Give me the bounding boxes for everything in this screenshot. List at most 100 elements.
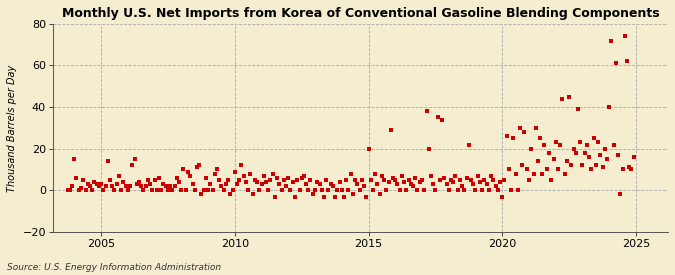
Point xyxy=(512,188,523,192)
Point xyxy=(502,134,512,138)
Point xyxy=(127,163,138,167)
Point xyxy=(183,169,194,174)
Point xyxy=(339,194,350,199)
Point xyxy=(325,182,336,186)
Point xyxy=(261,180,271,184)
Point xyxy=(341,178,352,182)
Point xyxy=(479,178,490,182)
Point xyxy=(396,174,407,178)
Point xyxy=(468,182,479,186)
Point xyxy=(296,176,307,180)
Point xyxy=(107,184,117,188)
Point xyxy=(579,151,590,155)
Point xyxy=(575,140,586,145)
Point xyxy=(443,188,454,192)
Point xyxy=(118,180,129,184)
Y-axis label: Thousand Barrels per Day: Thousand Barrels per Day xyxy=(7,64,17,191)
Point xyxy=(151,188,162,192)
Point xyxy=(310,188,321,192)
Point xyxy=(142,178,153,182)
Point xyxy=(332,188,343,192)
Point xyxy=(490,184,501,188)
Point xyxy=(169,184,180,188)
Point xyxy=(399,180,410,184)
Point xyxy=(64,188,75,192)
Point xyxy=(457,184,468,188)
Point xyxy=(412,188,423,192)
Point xyxy=(165,184,176,188)
Point xyxy=(158,182,169,186)
Point xyxy=(230,169,240,174)
Point xyxy=(98,188,109,192)
Point xyxy=(69,157,80,161)
Point xyxy=(428,182,439,186)
Point xyxy=(485,174,496,178)
Point xyxy=(209,171,220,176)
Point xyxy=(156,188,167,192)
Point xyxy=(459,188,470,192)
Point xyxy=(392,182,403,186)
Point xyxy=(205,182,215,186)
Point xyxy=(113,174,124,178)
Point xyxy=(308,192,319,197)
Point xyxy=(276,188,287,192)
Point xyxy=(319,194,329,199)
Point xyxy=(510,171,521,176)
Point xyxy=(472,174,483,178)
Point xyxy=(401,188,412,192)
Point xyxy=(115,188,126,192)
Point xyxy=(390,178,401,182)
Point xyxy=(80,188,91,192)
Point xyxy=(111,182,122,186)
Point xyxy=(294,188,305,192)
Point xyxy=(441,182,452,186)
Point xyxy=(517,163,528,167)
Point xyxy=(572,107,583,111)
Point xyxy=(84,184,95,188)
Point xyxy=(274,182,285,186)
Point xyxy=(385,128,396,132)
Point xyxy=(421,109,432,113)
Point xyxy=(358,184,369,188)
Point xyxy=(439,176,450,180)
Point xyxy=(403,178,414,182)
Point xyxy=(171,176,182,180)
Point xyxy=(564,95,574,99)
Point xyxy=(414,180,425,184)
Point xyxy=(406,182,416,186)
Point xyxy=(74,188,84,192)
Point xyxy=(593,140,603,145)
Point xyxy=(599,147,610,151)
Point xyxy=(461,176,472,180)
Point xyxy=(555,142,566,147)
Point xyxy=(252,180,263,184)
Point xyxy=(254,188,265,192)
Point xyxy=(483,188,494,192)
Point xyxy=(180,188,191,192)
Point xyxy=(454,178,465,182)
Point xyxy=(477,188,487,192)
Point xyxy=(243,188,254,192)
Point xyxy=(71,176,82,180)
Point xyxy=(394,188,405,192)
Point xyxy=(298,174,309,178)
Point xyxy=(173,180,184,184)
Point xyxy=(100,184,111,188)
Point xyxy=(223,178,234,182)
Point xyxy=(522,167,533,172)
Point xyxy=(539,142,550,147)
Point xyxy=(541,167,552,172)
Point xyxy=(499,178,510,182)
Point xyxy=(410,176,421,180)
Point xyxy=(198,188,209,192)
Point xyxy=(352,182,362,186)
Point xyxy=(601,157,612,161)
Point xyxy=(202,188,213,192)
Point xyxy=(321,178,331,182)
Point xyxy=(221,182,232,186)
Point xyxy=(317,188,327,192)
Point xyxy=(481,182,492,186)
Point xyxy=(129,157,140,161)
Point xyxy=(608,142,619,147)
Point xyxy=(624,165,634,170)
